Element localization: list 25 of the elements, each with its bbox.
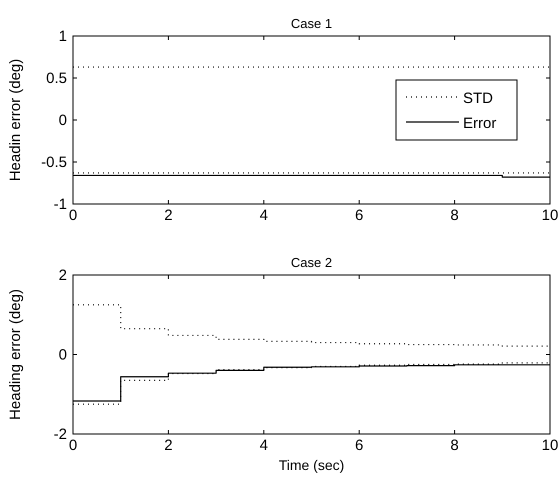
x-tick-label: 10 [542,207,558,224]
y-tick-label: 0 [58,346,67,364]
y-tick-label: 0 [58,112,67,129]
x-axis-title: Time (sec) [278,457,344,473]
y-tick-label: 1 [58,28,67,45]
x-tick-label: 2 [164,437,173,454]
y-tick-label: 2 [58,267,67,284]
y-tick-label: -1 [54,196,67,213]
y-axis-title: Heading error (deg) [7,289,24,420]
x-tick-label: 8 [450,437,459,454]
y-tick-label: 0.5 [46,70,67,87]
legend-label: STD [463,90,494,107]
y-axis-title: Headin error (deg) [7,58,24,182]
x-tick-label: 6 [355,207,364,224]
y-tick-label: -2 [54,426,67,443]
y-tick-label: -0.5 [41,154,67,171]
x-tick-label: 10 [542,437,558,454]
legend-label: Error [463,115,496,132]
chart-title: Case 1 [290,16,332,31]
x-tick-label: 4 [260,437,268,454]
chart-title: Case 2 [290,255,332,270]
x-tick-label: 8 [450,207,459,224]
x-tick-label: 4 [260,207,268,224]
x-tick-label: 6 [355,437,364,454]
x-tick-label: 2 [164,207,173,224]
